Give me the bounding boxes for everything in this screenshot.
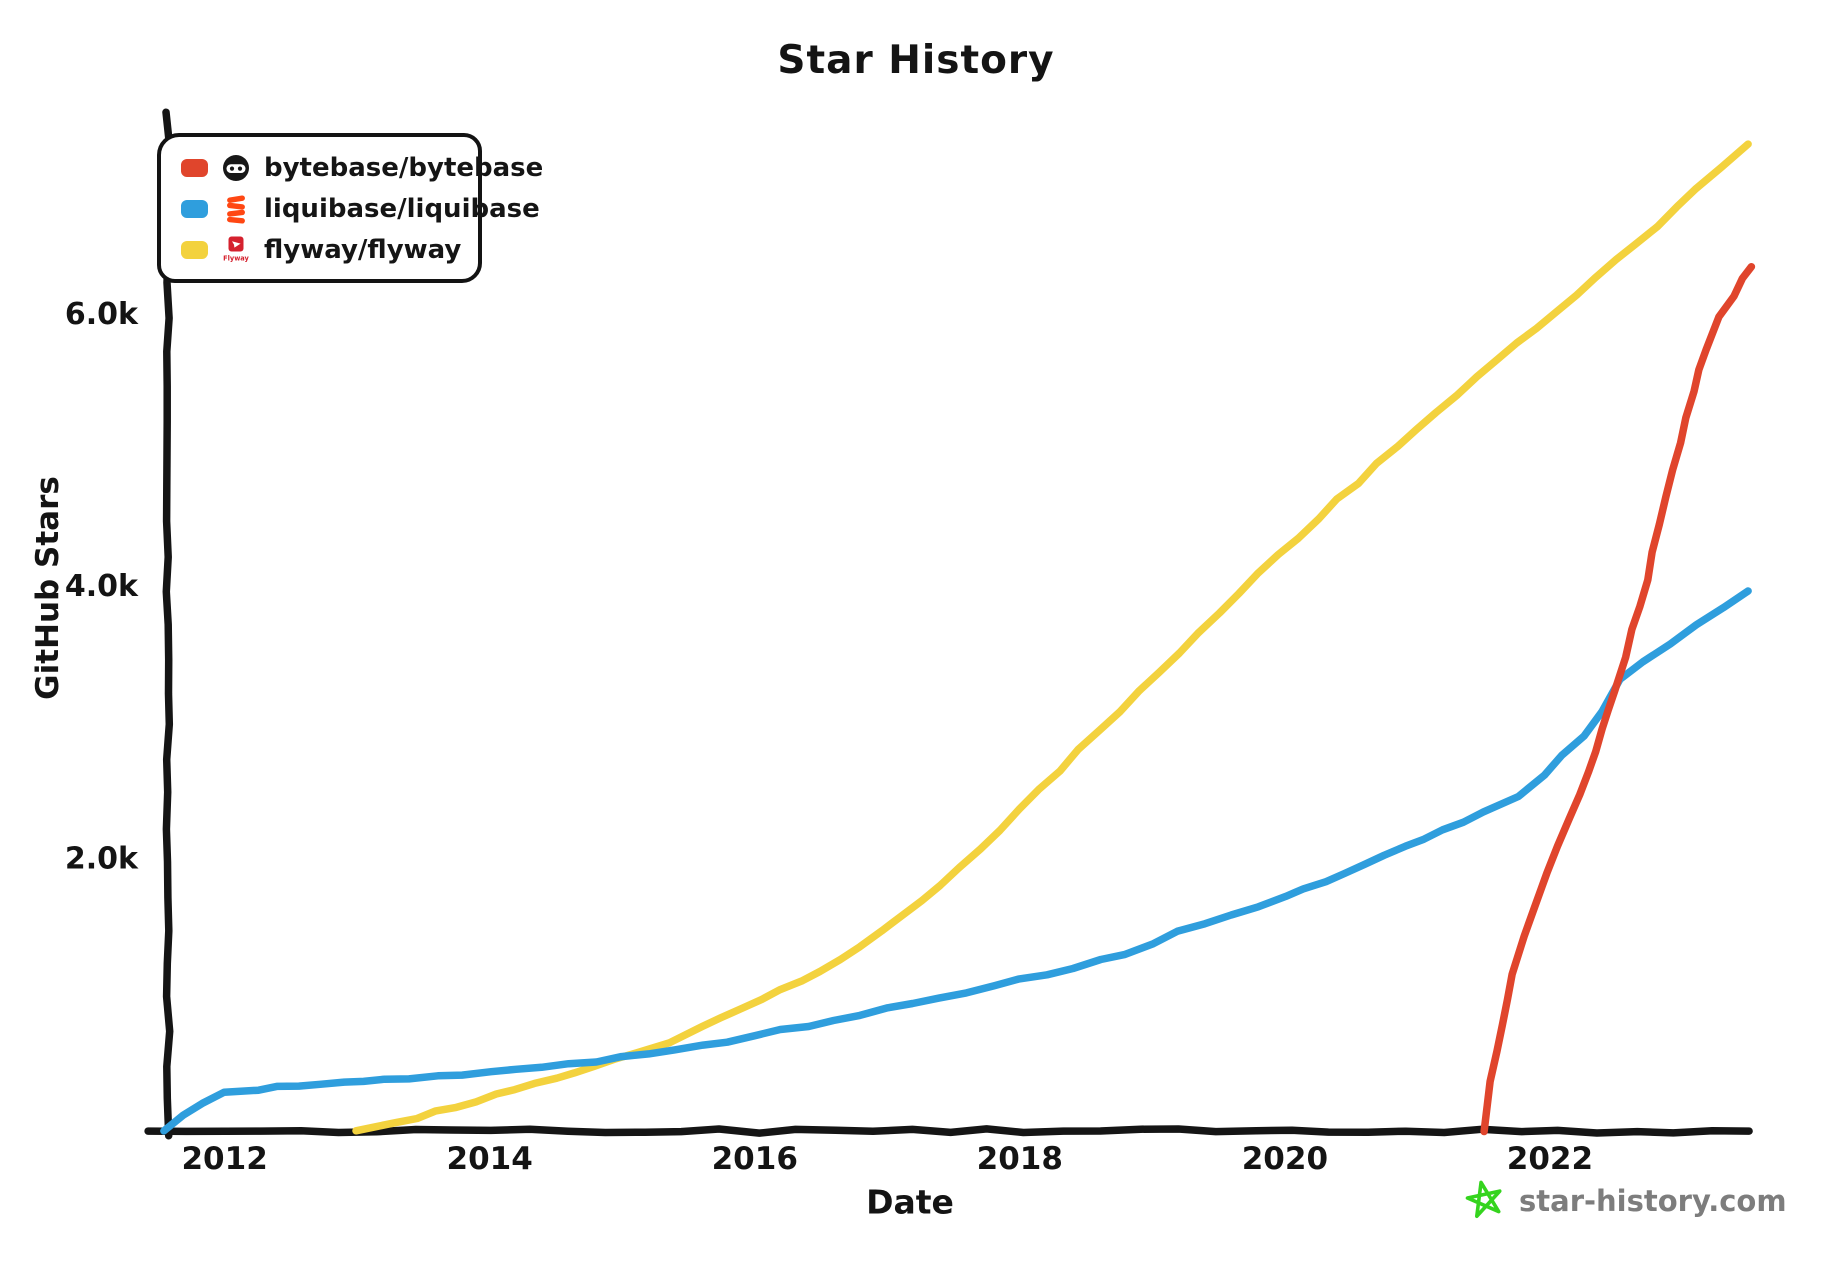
y-axis-title: GitHub Stars [30, 476, 66, 700]
y-tick-label: 4.0k [65, 569, 139, 604]
legend-item-flyway: Flyway flyway/flyway [181, 232, 462, 268]
legend-label: flyway/flyway [264, 235, 462, 265]
x-axis-line [144, 1125, 1753, 1137]
legend-item-bytebase: bytebase/bytebase [181, 150, 543, 186]
x-tick-label: 2020 [1242, 1141, 1328, 1177]
page-title: Star History [777, 38, 1055, 83]
x-tick-label: 2012 [181, 1141, 267, 1177]
liquibase-logo-icon [221, 194, 251, 224]
watermark-link[interactable]: star-history.com [1462, 1178, 1787, 1224]
legend-swatch-bytebase [181, 159, 208, 177]
svg-text:Flyway: Flyway [223, 255, 249, 263]
x-tick-label: 2016 [712, 1141, 798, 1177]
x-axis-title: Date [866, 1182, 954, 1222]
y-axis-line [162, 108, 174, 1140]
legend-swatch-liquibase [181, 200, 208, 218]
series-line-liquibase [160, 587, 1752, 1135]
legend-label: liquibase/liquibase [264, 194, 540, 224]
series-line-bytebase [1480, 262, 1756, 1136]
x-tick-label: 2014 [447, 1141, 533, 1177]
legend-label: bytebase/bytebase [264, 153, 544, 183]
legend-swatch-flyway [181, 241, 208, 259]
watermark-text: star-history.com [1519, 1184, 1787, 1218]
legend-item-liquibase: liquibase/liquibase [181, 191, 540, 227]
flyway-logo-icon: Flyway [221, 235, 251, 265]
legend: bytebase/bytebase liquibase/liquibase [157, 133, 543, 283]
bytebase-logo-icon [221, 153, 251, 183]
star-icon [1465, 1180, 1502, 1219]
y-tick-label: 2.0k [65, 842, 139, 877]
x-tick-label: 2022 [1507, 1141, 1593, 1177]
x-tick-label: 2018 [977, 1141, 1063, 1177]
y-tick-label: 6.0k [65, 297, 139, 332]
series-line-flyway [352, 140, 1752, 1135]
